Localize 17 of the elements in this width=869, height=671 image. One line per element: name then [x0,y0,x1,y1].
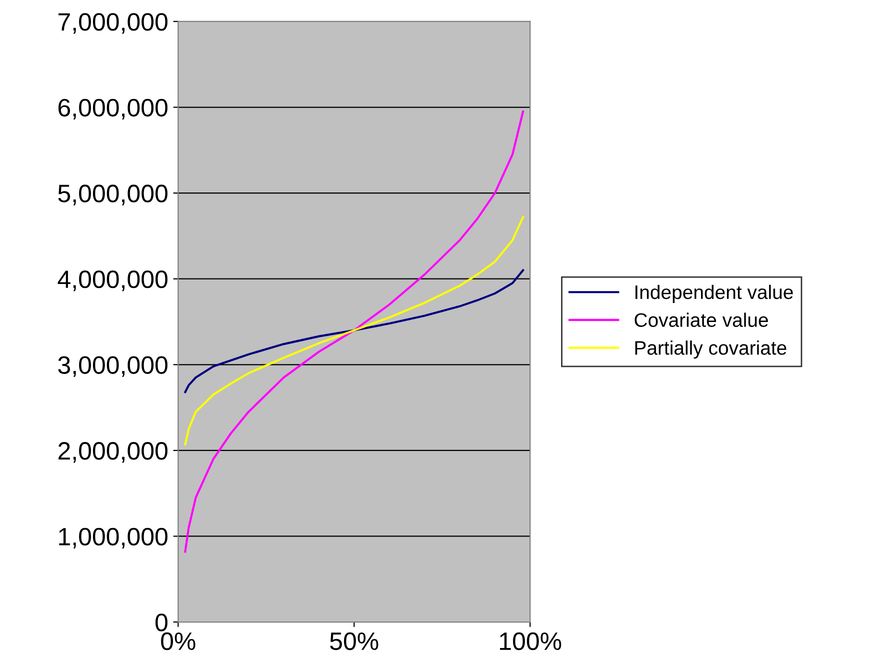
y-tick-label: 6,000,000 [58,98,168,120]
legend-label: Covariate value [634,312,768,327]
legend-label: Partially covariate [635,340,786,359]
y-tick-label: 5,000,000 [58,184,168,206]
line-series [184,269,524,394]
legend-label: Independent value [636,284,793,303]
y-tick-label: 7,000,000 [58,13,168,34]
y-tick-label: 4,000,000 [58,270,168,292]
x-tick-label: 0% [161,632,196,650]
y-tick-label: 1,000,000 [59,528,168,548]
y-tick-label: 2,000,000 [58,442,168,463]
line-series [184,216,524,446]
line-series [184,110,524,553]
x-tick-label: 100% [500,632,562,650]
x-tick-label: 50% [330,632,378,650]
y-tick-label: 0 [155,614,168,632]
y-tick-label: 3,000,000 [58,356,168,377]
